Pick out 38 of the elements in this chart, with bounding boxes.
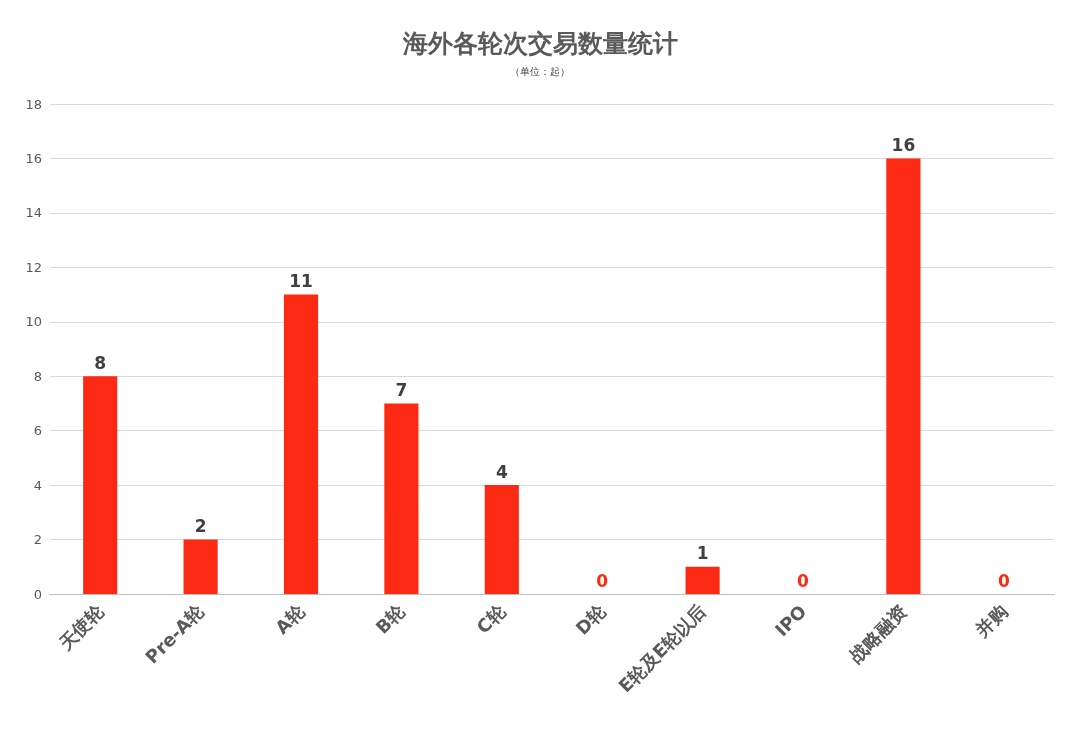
y-tick-label: 12	[25, 259, 42, 275]
y-tick-label: 10	[25, 314, 42, 330]
data-label: 0	[997, 570, 1010, 591]
data-label: 11	[289, 271, 313, 292]
x-tick-label: E轮及E轮以后	[614, 600, 711, 697]
x-tick-label: 并购	[970, 600, 1012, 642]
bar	[183, 539, 218, 594]
data-label: 0	[596, 570, 609, 591]
y-tick-label: 4	[33, 477, 42, 493]
x-tick-label: C轮	[472, 599, 510, 638]
data-label: 16	[891, 134, 916, 155]
data-label: 1	[696, 543, 709, 564]
x-tick-label: A轮	[271, 599, 310, 638]
data-label: 2	[194, 516, 207, 537]
y-tick-label: 2	[33, 532, 42, 548]
bar	[886, 158, 921, 594]
y-tick-label: 6	[33, 423, 42, 439]
y-tick-label: 16	[25, 150, 42, 166]
y-tick-label: 8	[33, 368, 42, 384]
x-tick-label: 天使轮	[53, 599, 109, 655]
x-tick-label: B轮	[371, 599, 410, 638]
data-label: 8	[94, 352, 107, 373]
bar	[384, 403, 419, 594]
y-tick-label: 14	[25, 205, 42, 221]
x-tick-label: D轮	[571, 599, 611, 639]
data-label: 0	[797, 570, 810, 591]
bar	[83, 376, 118, 594]
bar	[283, 294, 319, 594]
chart-title: 海外各轮次交易数量统计	[401, 29, 678, 58]
data-label: 4	[495, 461, 508, 482]
y-tick-label: 0	[33, 586, 42, 602]
x-tick-label: 战略融资	[845, 600, 911, 667]
data-label: 7	[395, 379, 408, 400]
bar	[484, 485, 519, 594]
y-tick-label: 18	[25, 96, 42, 112]
chart-subtitle: （单位：起）	[510, 65, 570, 77]
x-tick-label: IPO	[770, 600, 811, 641]
bar	[685, 566, 720, 594]
